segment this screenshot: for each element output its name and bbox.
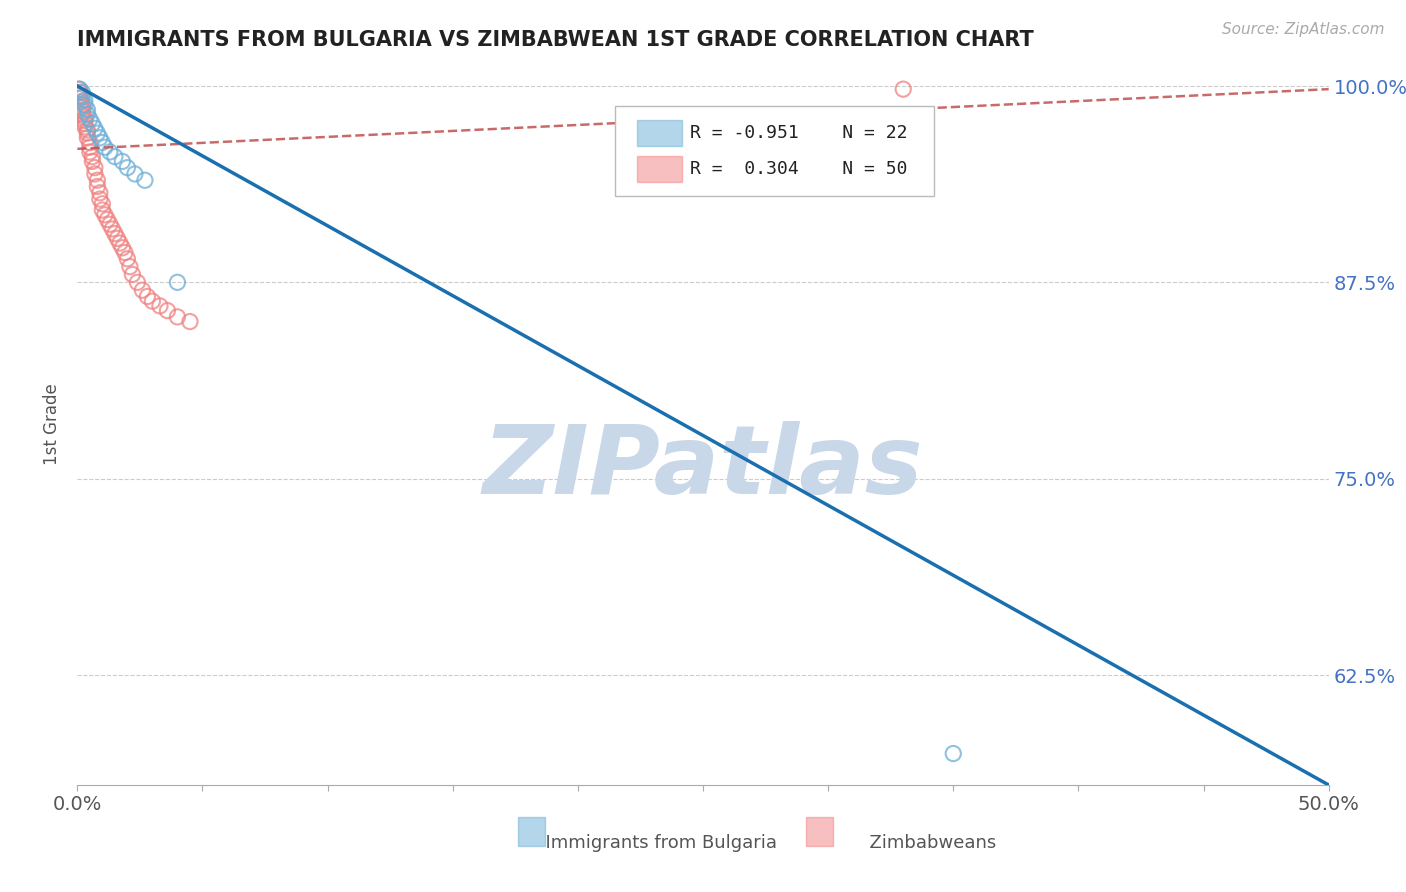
- Point: [136, 289, 159, 303]
- Point: [118, 260, 141, 274]
- Point: [86, 126, 108, 140]
- Point: [104, 150, 127, 164]
- Point: [156, 303, 179, 318]
- Point: [149, 299, 172, 313]
- FancyBboxPatch shape: [517, 817, 546, 847]
- Point: [82, 150, 104, 164]
- Point: [105, 231, 128, 245]
- Point: [117, 252, 139, 266]
- Point: [134, 173, 156, 187]
- Point: [131, 283, 153, 297]
- Point: [79, 140, 101, 154]
- Point: [89, 131, 111, 145]
- Point: [91, 196, 114, 211]
- Text: Source: ZipAtlas.com: Source: ZipAtlas.com: [1222, 22, 1385, 37]
- Point: [83, 167, 105, 181]
- Point: [83, 161, 105, 175]
- Point: [94, 140, 117, 154]
- Point: [72, 101, 94, 115]
- Point: [91, 136, 114, 150]
- Point: [891, 82, 914, 96]
- Point: [70, 95, 93, 109]
- Point: [141, 294, 163, 309]
- Point: [104, 227, 127, 241]
- Text: ZIPatlas: ZIPatlas: [482, 420, 924, 514]
- Point: [82, 154, 104, 169]
- Point: [98, 217, 121, 231]
- Point: [69, 82, 91, 96]
- Point: [89, 186, 111, 200]
- Point: [76, 123, 98, 137]
- Text: Immigrants from Bulgaria: Immigrants from Bulgaria: [534, 834, 778, 852]
- Point: [111, 154, 134, 169]
- Point: [76, 107, 98, 121]
- Point: [166, 310, 188, 324]
- Point: [76, 131, 98, 145]
- Point: [111, 241, 134, 255]
- Point: [82, 117, 104, 131]
- FancyBboxPatch shape: [637, 120, 682, 145]
- Point: [942, 747, 965, 761]
- FancyBboxPatch shape: [806, 817, 834, 847]
- Point: [79, 136, 101, 150]
- Text: IMMIGRANTS FROM BULGARIA VS ZIMBABWEAN 1ST GRADE CORRELATION CHART: IMMIGRANTS FROM BULGARIA VS ZIMBABWEAN 1…: [77, 29, 1033, 50]
- Point: [83, 121, 105, 136]
- Point: [179, 315, 201, 329]
- Point: [73, 113, 96, 128]
- Point: [79, 112, 101, 126]
- Point: [124, 167, 146, 181]
- Text: R = -0.951    N = 22: R = -0.951 N = 22: [690, 124, 908, 142]
- Point: [98, 145, 121, 159]
- Point: [79, 145, 101, 159]
- Point: [73, 120, 96, 134]
- Point: [166, 276, 188, 290]
- FancyBboxPatch shape: [637, 156, 682, 182]
- Point: [72, 98, 94, 112]
- Point: [114, 245, 136, 260]
- Point: [72, 107, 94, 121]
- Y-axis label: 1st Grade: 1st Grade: [44, 383, 62, 465]
- Point: [96, 212, 118, 227]
- Point: [127, 276, 149, 290]
- Point: [86, 179, 108, 194]
- Point: [69, 88, 91, 103]
- Point: [121, 268, 143, 282]
- Point: [72, 85, 94, 99]
- Point: [72, 104, 94, 119]
- FancyBboxPatch shape: [616, 106, 935, 196]
- Text: Zimbabweans: Zimbabweans: [858, 834, 995, 852]
- Point: [117, 161, 139, 175]
- Point: [101, 222, 124, 236]
- Point: [89, 192, 111, 206]
- Point: [76, 103, 98, 117]
- Text: R =  0.304    N = 50: R = 0.304 N = 50: [690, 161, 908, 178]
- Point: [91, 203, 114, 218]
- Point: [69, 91, 91, 105]
- Point: [69, 85, 91, 99]
- Point: [94, 208, 117, 222]
- Point: [108, 235, 131, 250]
- Point: [86, 173, 108, 187]
- Point: [76, 126, 98, 140]
- Point: [73, 117, 96, 131]
- Point: [73, 111, 96, 125]
- Point: [73, 98, 96, 112]
- Point: [72, 90, 94, 104]
- Point: [73, 93, 96, 107]
- Point: [67, 82, 90, 96]
